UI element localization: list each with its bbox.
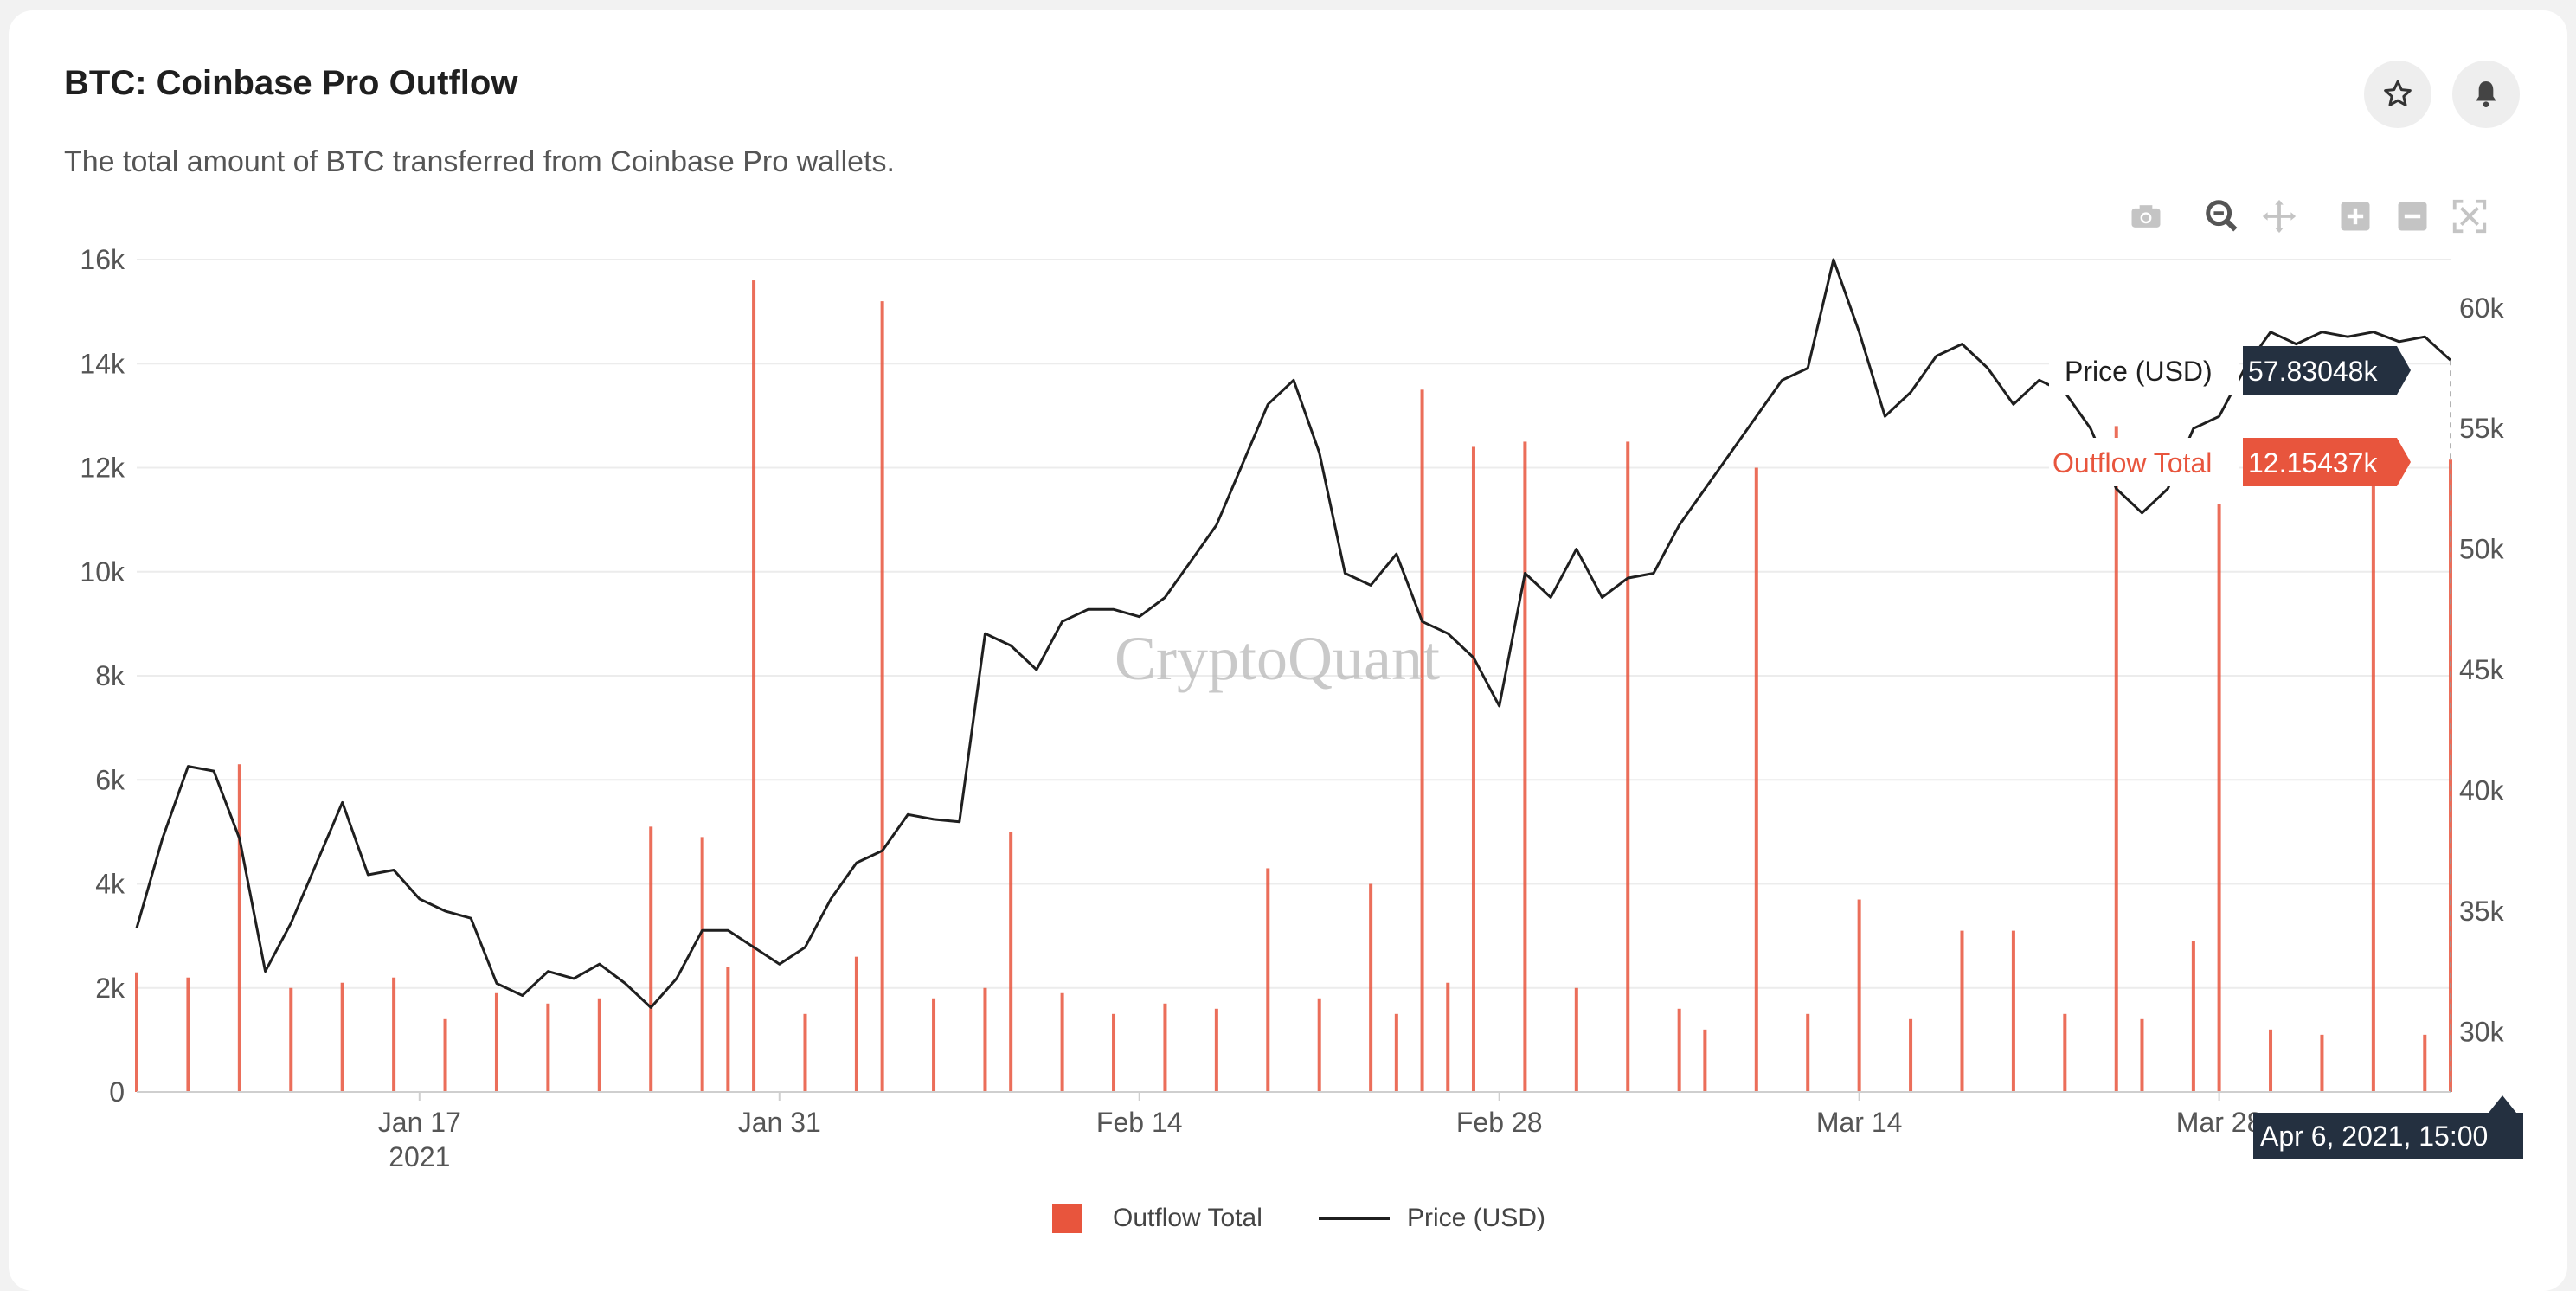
outflow-bar	[983, 987, 987, 1092]
outflow-bar	[1703, 1029, 1707, 1092]
outflow-bar	[1909, 1018, 1913, 1092]
y-right-tick-label: 55k	[2459, 413, 2505, 444]
outflow-bar	[2191, 941, 2195, 1092]
outflow-bar	[2011, 930, 2015, 1092]
outflow-bar	[854, 956, 858, 1092]
outflow-bar	[135, 972, 138, 1092]
y-left-tick-label: 8k	[95, 660, 125, 691]
outflow-bar	[494, 992, 498, 1092]
outflow-bar	[2269, 1029, 2273, 1092]
outflow-bar	[392, 977, 396, 1092]
outflow-bar	[1060, 992, 1064, 1092]
outflow-bar	[237, 764, 241, 1092]
y-left-tick-label: 0	[109, 1076, 125, 1108]
favorite-button[interactable]	[2364, 61, 2431, 128]
bell-icon	[2476, 81, 2496, 107]
outflow-bar	[726, 967, 730, 1092]
y-right-tick-label: 50k	[2459, 534, 2505, 565]
outflow-bar	[1626, 441, 1630, 1092]
camera-icon[interactable]	[2125, 196, 2167, 237]
x-tick-label: Mar 28	[2176, 1107, 2263, 1138]
price-swatch	[1319, 1217, 1390, 1220]
outflow-bar	[2371, 478, 2375, 1092]
zoom-icon[interactable]	[2201, 196, 2243, 237]
outflow-bar	[2217, 504, 2221, 1092]
outflow-bar	[1420, 389, 1424, 1092]
outflow-bar	[289, 987, 293, 1092]
chart-title: BTC: Coinbase Pro Outflow	[64, 64, 518, 102]
legend-item-outflow[interactable]: Outflow Total	[1052, 1198, 1262, 1239]
outflow-bar	[1754, 467, 1758, 1092]
outflow-bar	[2063, 1013, 2067, 1092]
y-left-tick-label: 14k	[80, 348, 125, 379]
outflow-bar	[1394, 1013, 1398, 1092]
y-right-tick-label: 40k	[2459, 774, 2505, 806]
outflow-bar	[2140, 1018, 2144, 1092]
outflow-bar	[1317, 998, 1321, 1092]
outflow-bar	[700, 837, 704, 1092]
x-tick-label: Mar 14	[1816, 1107, 1903, 1138]
y-left-tick-label: 12k	[80, 453, 125, 484]
outflow-bar	[1446, 982, 1450, 1092]
outflow-bar	[880, 301, 884, 1093]
y-left-tick-label: 4k	[95, 869, 125, 900]
legend-label-price: Price (USD)	[1407, 1204, 1546, 1232]
outflow-bar	[186, 977, 190, 1092]
outflow-swatch	[1052, 1204, 1082, 1233]
outflow-bar	[1960, 930, 1964, 1092]
y-right-tick-label: 45k	[2459, 654, 2505, 685]
outflow-bar	[1523, 441, 1527, 1092]
legend: Outflow Total Price (USD)	[0, 1198, 2576, 1239]
outflow-bar	[1677, 1008, 1681, 1092]
y-left-tick-label: 6k	[95, 764, 125, 795]
outflow-bar	[803, 1013, 807, 1092]
watermark: CryptoQuant	[1115, 624, 1440, 693]
outflow-bar	[752, 280, 756, 1092]
outflow-bar	[443, 1018, 447, 1092]
outflow-bar	[597, 998, 601, 1092]
x-tick-label: Feb 14	[1096, 1107, 1183, 1138]
alert-button[interactable]	[2452, 61, 2520, 128]
outflow-bar	[2320, 1034, 2324, 1092]
autoscale-icon[interactable]	[2449, 196, 2490, 237]
zoom-in-icon[interactable]	[2335, 196, 2376, 237]
outflow-bar	[1806, 1013, 1810, 1092]
outflow-bar	[1009, 832, 1013, 1092]
y-right-tick-label: 35k	[2459, 896, 2505, 927]
outflow-bar	[932, 998, 936, 1092]
legend-item-price[interactable]: Price (USD)	[1319, 1198, 1545, 1239]
outflow-bar	[1112, 1013, 1116, 1092]
outflow-bar	[2423, 1034, 2427, 1092]
y-left-tick-label: 16k	[80, 244, 125, 275]
zoom-out-icon[interactable]	[2392, 196, 2433, 237]
legend-label-outflow: Outflow Total	[1113, 1204, 1262, 1232]
outflow-bar	[2114, 426, 2118, 1092]
x-tick-label: Feb 28	[1456, 1107, 1543, 1138]
star-icon	[2384, 80, 2412, 106]
outflow-bar	[1857, 899, 1861, 1092]
outflow-bar	[546, 1003, 550, 1092]
y-right-tick-label: 30k	[2459, 1016, 2505, 1047]
y-left-tick-label: 2k	[95, 973, 125, 1004]
x-tick-label: Jan 31	[738, 1107, 821, 1138]
outflow-bar	[1369, 883, 1373, 1092]
y-right-tick-label: 60k	[2459, 292, 2505, 324]
outflow-bar	[1574, 987, 1578, 1092]
pan-icon[interactable]	[2258, 196, 2300, 237]
y-left-tick-label: 10k	[80, 556, 125, 588]
outflow-bar	[1471, 446, 1475, 1092]
outflow-bar	[649, 826, 653, 1092]
outflow-bar	[1163, 1003, 1167, 1092]
x-tick-label: Jan 17	[378, 1107, 461, 1138]
outflow-bar	[1214, 1008, 1218, 1092]
chart-subtitle: The total amount of BTC transferred from…	[64, 145, 895, 178]
x-tick-sublabel: 2021	[389, 1141, 450, 1172]
outflow-bar	[1266, 868, 1270, 1092]
outflow-bar	[340, 982, 344, 1092]
